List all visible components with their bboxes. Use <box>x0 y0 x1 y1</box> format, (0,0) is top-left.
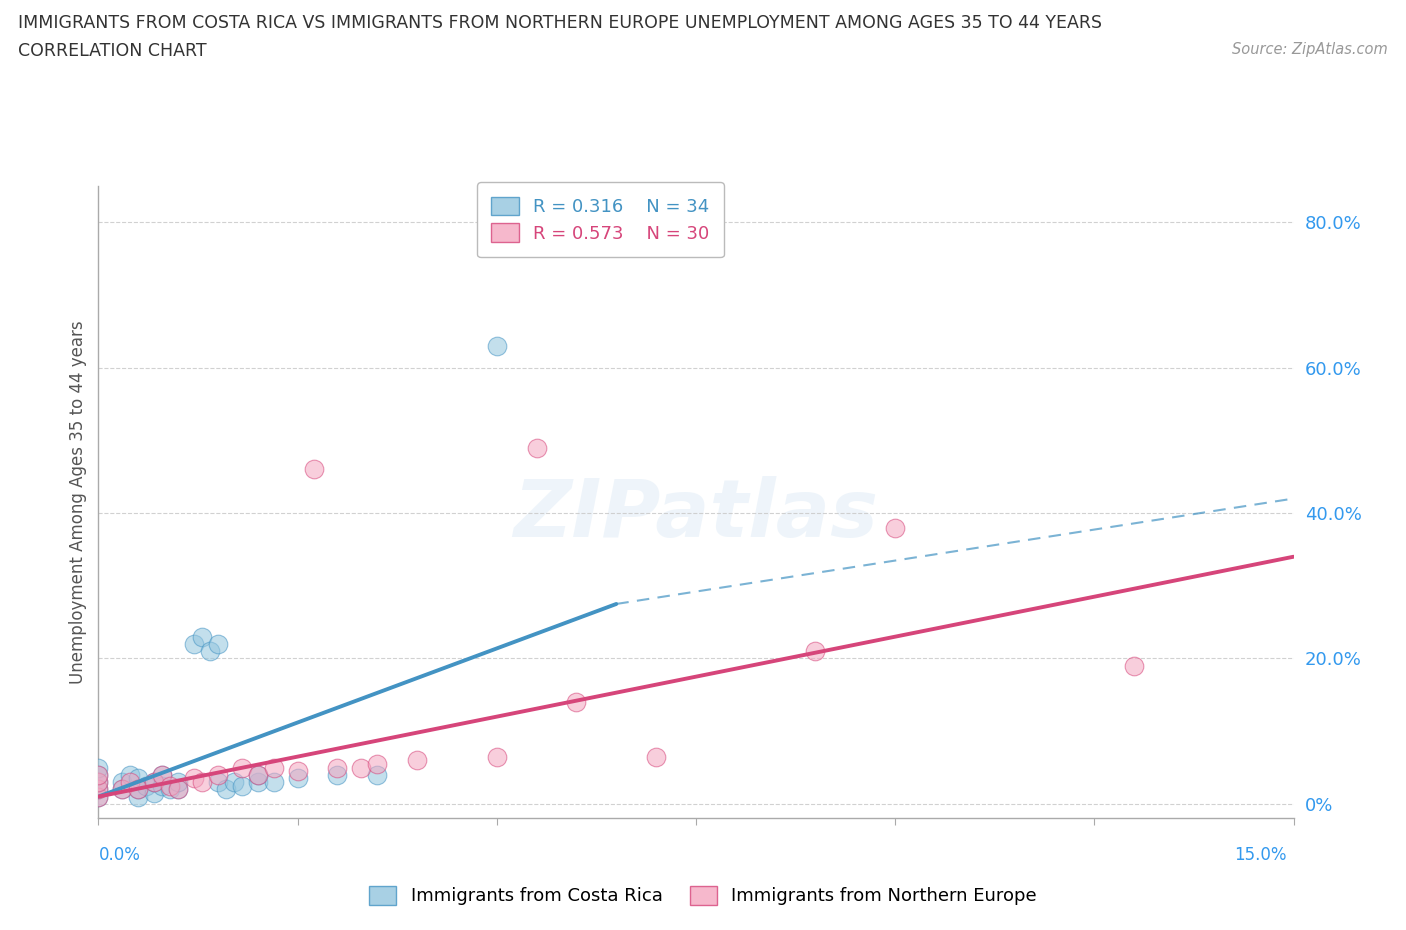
Point <box>183 636 205 651</box>
Point <box>485 339 508 353</box>
Point <box>326 767 349 782</box>
Point <box>231 778 253 793</box>
Point <box>645 750 668 764</box>
Legend: Immigrants from Costa Rica, Immigrants from Northern Europe: Immigrants from Costa Rica, Immigrants f… <box>359 875 1047 916</box>
Point <box>183 771 205 786</box>
Point <box>127 782 149 797</box>
Text: 0.0%: 0.0% <box>98 846 141 864</box>
Point <box>191 775 214 790</box>
Point <box>231 760 253 775</box>
Point <box>287 771 309 786</box>
Point <box>207 775 229 790</box>
Y-axis label: Unemployment Among Ages 35 to 44 years: Unemployment Among Ages 35 to 44 years <box>69 321 87 684</box>
Point <box>263 775 285 790</box>
Point <box>198 644 221 658</box>
Text: Source: ZipAtlas.com: Source: ZipAtlas.com <box>1232 42 1388 57</box>
Point <box>87 767 110 782</box>
Point <box>1123 658 1146 673</box>
Text: CORRELATION CHART: CORRELATION CHART <box>18 42 207 60</box>
Point <box>143 786 166 801</box>
Text: ZIPatlas: ZIPatlas <box>513 476 879 554</box>
Point <box>246 767 269 782</box>
Point <box>143 775 166 790</box>
Point <box>191 630 214 644</box>
Point <box>111 782 134 797</box>
Point <box>804 644 827 658</box>
Point <box>366 767 388 782</box>
Point <box>263 760 285 775</box>
Point <box>565 695 588 710</box>
Point <box>485 750 508 764</box>
Point <box>150 767 173 782</box>
Point <box>127 771 149 786</box>
Point <box>246 767 269 782</box>
Point <box>207 767 229 782</box>
Point <box>150 778 173 793</box>
Point <box>87 790 110 804</box>
Point <box>135 778 157 793</box>
Point <box>350 760 373 775</box>
Point <box>406 752 429 767</box>
Point <box>120 775 142 790</box>
Point <box>87 775 110 790</box>
Point <box>526 440 548 455</box>
Point <box>120 767 142 782</box>
Point <box>366 756 388 771</box>
Point <box>143 775 166 790</box>
Point <box>87 782 110 797</box>
Text: IMMIGRANTS FROM COSTA RICA VS IMMIGRANTS FROM NORTHERN EUROPE UNEMPLOYMENT AMONG: IMMIGRANTS FROM COSTA RICA VS IMMIGRANTS… <box>18 14 1102 32</box>
Point <box>111 775 134 790</box>
Point <box>167 775 190 790</box>
Point <box>246 775 269 790</box>
Point <box>207 636 229 651</box>
Point <box>87 760 110 775</box>
Point <box>326 760 349 775</box>
Point <box>215 782 238 797</box>
Text: 15.0%: 15.0% <box>1234 846 1286 864</box>
Point <box>87 782 110 797</box>
Point <box>150 767 173 782</box>
Point <box>127 790 149 804</box>
Point <box>87 775 110 790</box>
Legend: R = 0.316    N = 34, R = 0.573    N = 30: R = 0.316 N = 34, R = 0.573 N = 30 <box>477 182 724 258</box>
Point <box>167 782 190 797</box>
Point <box>167 782 190 797</box>
Point <box>222 775 245 790</box>
Point <box>87 790 110 804</box>
Point <box>302 462 325 477</box>
Point <box>87 767 110 782</box>
Point <box>159 782 181 797</box>
Point <box>111 782 134 797</box>
Point <box>287 764 309 778</box>
Point <box>884 520 907 535</box>
Point <box>159 778 181 793</box>
Point <box>127 782 149 797</box>
